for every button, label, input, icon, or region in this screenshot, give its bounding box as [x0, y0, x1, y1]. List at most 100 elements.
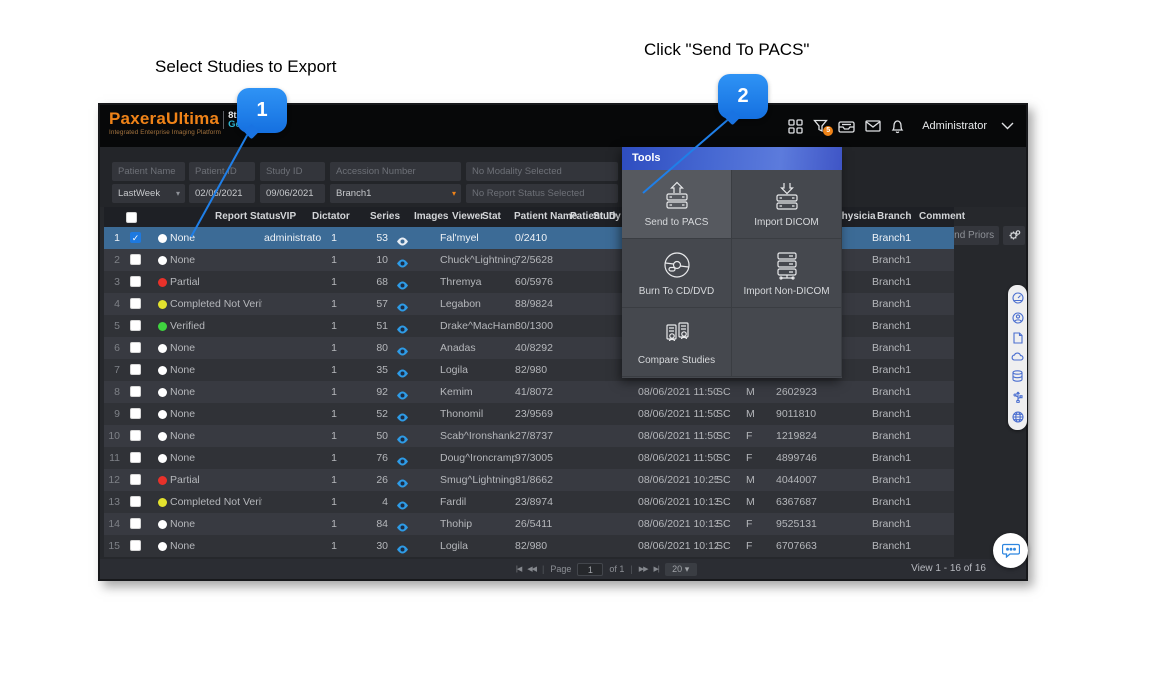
viewer-eye-icon[interactable] — [396, 255, 409, 273]
column-header-physicia[interactable]: Physicia — [835, 211, 876, 222]
patient-id-field[interactable]: Patient ID — [189, 162, 255, 181]
viewer-eye-icon[interactable] — [396, 277, 409, 295]
row-checkbox[interactable] — [130, 320, 141, 331]
send-to-pacs-button[interactable]: Send to PACS — [622, 170, 732, 239]
chevron-down-icon[interactable] — [1001, 122, 1014, 130]
import-non-dicom-button[interactable]: Import Non-DICOM — [732, 239, 842, 308]
viewer-eye-icon[interactable] — [396, 299, 409, 317]
study-row-10[interactable]: 10 None 1 50 Scab^Ironshank 27/8737 08/06/2021… — [104, 425, 954, 447]
compare-studies-button[interactable]: Compare Studies — [622, 308, 732, 377]
cell-study-datetime: 08/06/2021 11:50 Al — [638, 430, 718, 442]
chat-fab-button[interactable] — [993, 533, 1028, 568]
inbox-tray-icon[interactable] — [838, 119, 855, 133]
date-range-select[interactable]: LastWeek ▾ — [112, 184, 185, 203]
cell-dictator — [264, 381, 324, 403]
cell-images: 57 — [376, 298, 388, 310]
report-status-select[interactable]: No Report Status Selected — [466, 184, 618, 203]
column-header-comment[interactable]: Comment — [919, 211, 966, 222]
viewer-eye-icon[interactable] — [396, 343, 409, 361]
viewer-eye-icon[interactable] — [396, 431, 409, 449]
mail-envelope-icon[interactable] — [865, 120, 881, 132]
viewer-eye-icon[interactable] — [396, 475, 409, 493]
first-page-button[interactable]: |◀ — [516, 566, 522, 573]
viewer-eye-icon[interactable] — [396, 233, 409, 251]
viewer-eye-icon[interactable] — [396, 497, 409, 515]
viewer-eye-icon[interactable] — [396, 541, 409, 559]
row-checkbox[interactable] — [130, 298, 141, 309]
next-page-button[interactable]: ▶▶ — [638, 566, 649, 573]
cell-series: 1 — [331, 518, 337, 530]
row-number: 13 — [108, 496, 120, 508]
column-header-patient-name[interactable]: Patient Name — [514, 211, 578, 222]
select-all-checkbox[interactable] — [126, 212, 137, 223]
row-checkbox[interactable] — [130, 386, 141, 397]
study-row-15[interactable]: 15 None 1 30 Logila 82/980 08/06/2021 10:12 Al… — [104, 535, 954, 557]
row-checkbox[interactable] — [130, 276, 141, 287]
column-header-dictator[interactable]: Dictator — [312, 211, 350, 222]
study-id-field[interactable]: Study ID — [260, 162, 325, 181]
study-row-8[interactable]: 8 None 1 92 Kemim 41/8072 08/06/2021 11:50 AlS… — [104, 381, 954, 403]
find-priors-button[interactable]: Find Priors — [941, 226, 999, 245]
row-checkbox[interactable] — [130, 430, 141, 441]
user-profile-icon[interactable] — [1011, 312, 1024, 324]
row-checkbox[interactable] — [130, 474, 141, 485]
study-row-12[interactable]: 12 Partial 1 26 Smug^Lightningarr81/8662 08/0… — [104, 469, 954, 491]
search-settings-button[interactable] — [1003, 226, 1025, 245]
row-checkbox[interactable] — [130, 496, 141, 507]
filter-funnel-icon[interactable]: 5 — [813, 119, 834, 136]
study-row-13[interactable]: 13 Completed Not Verifi 1 4 Fardil 23/8974 08/… — [104, 491, 954, 513]
viewer-eye-icon[interactable] — [396, 365, 409, 383]
column-header-stat[interactable]: Stat — [482, 211, 501, 222]
row-checkbox[interactable]: ✓ — [130, 232, 141, 243]
row-checkbox[interactable] — [130, 452, 141, 463]
page-size-select[interactable]: 20 ▾ — [664, 562, 697, 576]
column-header-branch[interactable]: Branch — [877, 211, 912, 222]
viewer-eye-icon[interactable] — [396, 321, 409, 339]
row-checkbox[interactable] — [130, 342, 141, 353]
page-number-input[interactable]: 1 — [577, 562, 604, 576]
row-number: 3 — [114, 276, 120, 288]
notifications-bell-icon[interactable] — [891, 119, 904, 134]
document-icon[interactable] — [1012, 332, 1023, 344]
import-dicom-button[interactable]: Import DICOM — [732, 170, 842, 239]
study-row-9[interactable]: 9 None 1 52 Thonomil 23/9569 08/06/2021 11:50 … — [104, 403, 954, 425]
column-header-study-id[interactable]: Study ID — [593, 211, 634, 222]
server-stack-icon — [776, 251, 797, 280]
column-header-vip[interactable]: VIP — [280, 211, 297, 222]
modality-select[interactable]: No Modality Selected — [466, 162, 618, 181]
row-checkbox[interactable] — [130, 254, 141, 265]
last-page-button[interactable]: ▶| — [653, 566, 660, 573]
branch-select[interactable]: Branch1 ▾ — [330, 184, 461, 203]
cell-patient-id: 23/9569 — [515, 408, 553, 420]
study-row-11[interactable]: 11 None 1 76 Doug^Ironcramp 97/3005 08/06/2021… — [104, 447, 954, 469]
dashboard-gauge-icon[interactable] — [1011, 292, 1024, 304]
column-header-report-status[interactable]: Report Status — [215, 211, 281, 222]
date-to-field[interactable]: 09/06/2021 — [260, 184, 325, 203]
viewer-eye-icon[interactable] — [396, 387, 409, 405]
cell-dictator: administrato — [264, 232, 322, 244]
column-header-images[interactable]: Images — [414, 211, 449, 222]
date-from-field[interactable]: 02/06/2021 — [189, 184, 255, 203]
database-icon[interactable] — [1012, 369, 1023, 382]
column-header-viewer[interactable]: Viewer — [452, 211, 485, 222]
globe-icon[interactable] — [1011, 411, 1024, 423]
study-row-14[interactable]: 14 None 1 84 Thohip 26/5411 08/06/2021 10:13 A… — [104, 513, 954, 535]
accession-number-field[interactable]: Accession Number — [330, 162, 461, 181]
viewer-eye-icon[interactable] — [396, 409, 409, 427]
usb-connector-icon[interactable] — [1012, 390, 1023, 403]
grid-layout-icon[interactable] — [788, 118, 803, 134]
patient-name-field[interactable]: Patient Name — [112, 162, 185, 181]
cloud-icon[interactable] — [1011, 352, 1024, 362]
viewer-eye-icon[interactable] — [396, 519, 409, 537]
prev-page-button[interactable]: ◀◀ — [527, 566, 537, 573]
cell-series: 1 — [331, 342, 337, 354]
column-header-series[interactable]: Series — [370, 211, 401, 222]
column-header-patient-id[interactable]: Patient ID — [570, 211, 617, 222]
row-checkbox[interactable] — [130, 540, 141, 551]
viewer-eye-icon[interactable] — [396, 453, 409, 471]
row-checkbox[interactable] — [130, 364, 141, 375]
admin-user-label[interactable]: Administrator — [922, 120, 987, 132]
row-checkbox[interactable] — [130, 518, 141, 529]
row-checkbox[interactable] — [130, 408, 141, 419]
burn-to-cd-button[interactable]: Burn To CD/DVD — [622, 239, 732, 308]
